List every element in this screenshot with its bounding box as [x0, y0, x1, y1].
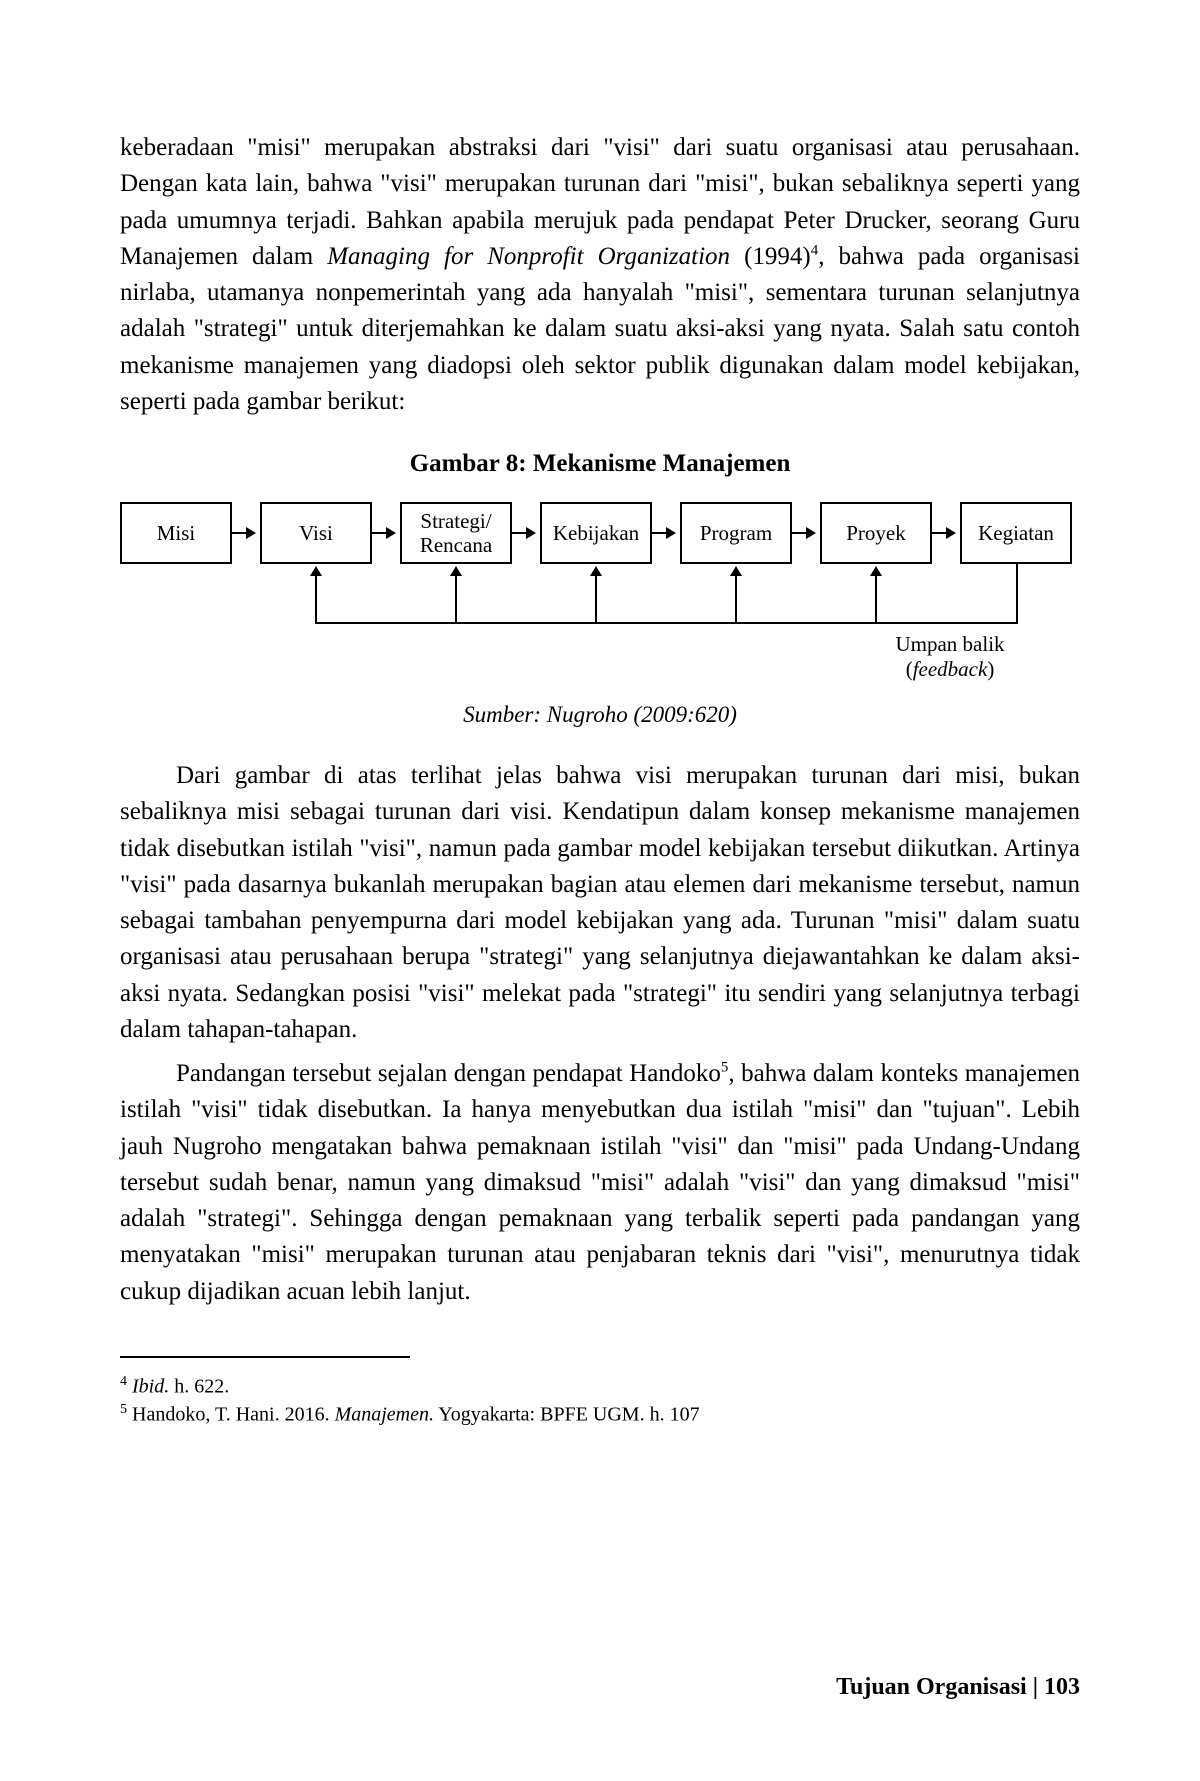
footer-page: 103: [1044, 1674, 1080, 1700]
node-proyek: Proyek: [820, 502, 932, 564]
feedback-up-program: [735, 568, 737, 622]
node-kegiatan: Kegiatan: [960, 502, 1072, 564]
feedback-label: Umpan balik (feedback): [840, 632, 1060, 682]
page-footer: Tujuan Organisasi | 103: [836, 1674, 1080, 1701]
node-program: Program: [680, 502, 792, 564]
figure-source: Sumber: Nugroho (2009:620): [120, 702, 1080, 728]
footnote-4: 4 Ibid. h. 622.: [120, 1372, 1080, 1401]
node-visi: Visi: [260, 502, 372, 564]
figure-title: Gambar 8: Mekanisme Manajemen: [120, 450, 1080, 478]
footnote-4-italic: Ibid.: [132, 1375, 169, 1397]
footer-sep: |: [1027, 1674, 1044, 1700]
node-kebijakan: Kebijakan: [540, 502, 652, 564]
node-misi: Misi: [120, 502, 232, 564]
feedback-up-visi: [315, 568, 317, 622]
feedback-bottom-line: [315, 622, 1018, 624]
p3-post: , bahwa dalam konteks manajemen istilah …: [120, 1060, 1080, 1305]
arrow-5: [792, 532, 814, 534]
feedback-up-proyek: [875, 568, 877, 622]
paragraph-1: keberadaan "misi" merupakan abstraksi da…: [120, 130, 1080, 420]
p3-pre: Pandangan tersebut sejalan dengan pendap…: [176, 1060, 721, 1087]
footer-section: Tujuan Organisasi: [836, 1674, 1027, 1700]
feedback-up-strategi: [455, 568, 457, 622]
flowchart-mekanisme-manajemen: Misi Visi Strategi/ Rencana Kebijakan Pr…: [120, 502, 1080, 682]
footnote-5-post: Yogyakarta: BPFE UGM. h. 107: [434, 1404, 700, 1426]
node-strategi-rencana: Strategi/ Rencana: [400, 502, 512, 564]
feedback-up-kebijakan: [595, 568, 597, 622]
arrow-3: [512, 532, 534, 534]
feedback-drop: [1016, 564, 1018, 624]
paragraph-2: Dari gambar di atas terlihat jelas bahwa…: [120, 758, 1080, 1048]
footnote-4-rest: h. 622.: [169, 1375, 229, 1397]
arrow-1: [232, 532, 254, 534]
footnote-5-italic: Manajemen.: [335, 1404, 434, 1426]
feedback-label-line1: Umpan balik: [840, 632, 1060, 657]
p1-italic: Managing for Nonprofit Organization: [327, 243, 730, 270]
footnote-separator: [120, 1356, 410, 1358]
p1-year: (1994): [730, 243, 811, 270]
footnote-5-num: 5: [120, 1402, 127, 1417]
arrow-2: [372, 532, 394, 534]
footnote-5-pre: Handoko, T. Hani. 2016.: [127, 1404, 335, 1426]
arrow-4: [652, 532, 674, 534]
arrow-6: [932, 532, 954, 534]
feedback-label-line2: (feedback): [840, 657, 1060, 682]
footnote-4-num: 4: [120, 1374, 127, 1389]
paragraph-3: Pandangan tersebut sejalan dengan pendap…: [120, 1056, 1080, 1310]
footnote-5: 5 Handoko, T. Hani. 2016. Manajemen. Yog…: [120, 1400, 1080, 1429]
